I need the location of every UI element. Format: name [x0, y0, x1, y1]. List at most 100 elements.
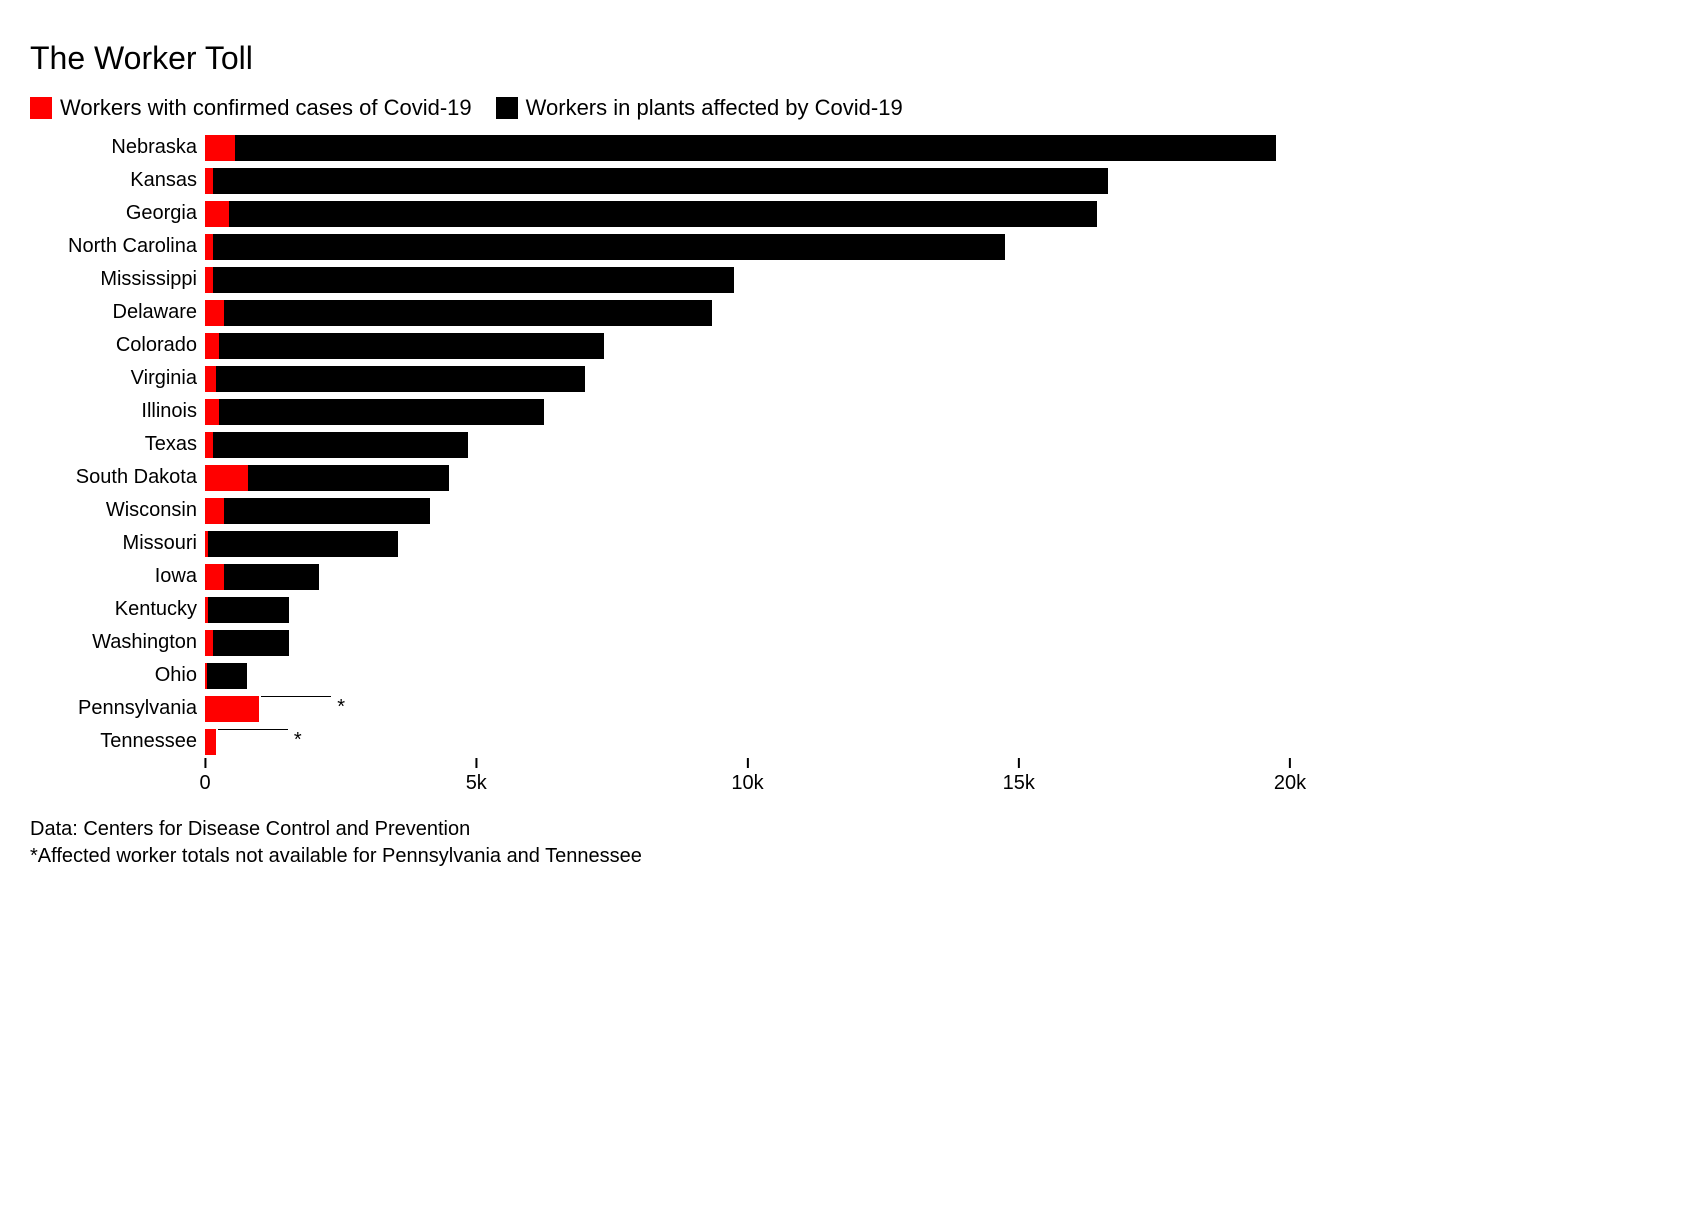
bar-affected [207, 663, 248, 689]
row-label: South Dakota [30, 466, 205, 489]
bar-row: Kentucky [30, 593, 1290, 626]
row-bars [205, 164, 1290, 197]
bar-affected [213, 630, 289, 656]
chart-container: The Worker Toll Workers with confirmed c… [30, 40, 1290, 870]
row-bars [205, 461, 1290, 494]
bar-affected [229, 201, 1097, 227]
bar-row: Delaware [30, 296, 1290, 329]
bar-confirmed [205, 696, 259, 722]
row-label: Illinois [30, 400, 205, 423]
tick-label: 5k [466, 772, 487, 795]
row-label: Nebraska [30, 136, 205, 159]
note-asterisk: * [294, 729, 302, 755]
bar-confirmed [205, 630, 213, 656]
bar-track [205, 597, 1290, 623]
row-bars [205, 131, 1290, 164]
bar-row: Nebraska [30, 131, 1290, 164]
bar-row: Virginia [30, 362, 1290, 395]
bar-confirmed [205, 333, 219, 359]
row-bars [205, 428, 1290, 461]
legend-label: Workers in plants affected by Covid-19 [526, 95, 903, 121]
bar-affected [224, 564, 319, 590]
bar-confirmed [205, 564, 224, 590]
bar-track [205, 300, 1290, 326]
bar-row: Georgia [30, 197, 1290, 230]
bar-track [205, 498, 1290, 524]
bar-affected [224, 498, 430, 524]
bar-affected [219, 333, 604, 359]
legend-label: Workers with confirmed cases of Covid-19 [60, 95, 472, 121]
bar-affected [224, 300, 712, 326]
bar-rows: Nebraska Kansas Georgia North Carolina Missi… [30, 131, 1290, 758]
bar-row: Washington [30, 626, 1290, 659]
row-label: Iowa [30, 565, 205, 588]
row-label: Virginia [30, 367, 205, 390]
bar-row: Kansas [30, 164, 1290, 197]
row-label: Mississippi [30, 268, 205, 291]
tick-label: 10k [731, 772, 763, 795]
legend-item: Workers in plants affected by Covid-19 [496, 95, 903, 121]
chart-footer: Data: Centers for Disease Control and Pr… [30, 816, 1290, 870]
tick-mark [747, 758, 749, 768]
row-bars: * [205, 725, 1290, 758]
bar-row: Texas [30, 428, 1290, 461]
row-label: Wisconsin [30, 499, 205, 522]
bar-track: * [205, 696, 1290, 722]
bar-row: Wisconsin [30, 494, 1290, 527]
tick-mark [204, 758, 206, 768]
row-label: Missouri [30, 532, 205, 555]
bar-track [205, 399, 1290, 425]
note-leader-line [218, 729, 288, 730]
row-bars [205, 593, 1290, 626]
row-bars [205, 395, 1290, 428]
legend-item: Workers with confirmed cases of Covid-19 [30, 95, 472, 121]
x-tick: 5k [466, 758, 487, 795]
row-label: North Carolina [30, 235, 205, 258]
bar-confirmed [205, 300, 224, 326]
bar-row: Colorado [30, 329, 1290, 362]
bar-row: Ohio [30, 659, 1290, 692]
row-label: Ohio [30, 664, 205, 687]
note-leader-line [261, 696, 331, 697]
row-bars: * [205, 692, 1290, 725]
bar-track [205, 663, 1290, 689]
tick-label: 0 [199, 772, 210, 795]
bar-confirmed [205, 366, 216, 392]
row-bars [205, 527, 1290, 560]
row-bars [205, 197, 1290, 230]
row-label: Delaware [30, 301, 205, 324]
row-bars [205, 560, 1290, 593]
x-tick: 10k [731, 758, 763, 795]
bar-confirmed [205, 168, 213, 194]
bar-confirmed [205, 498, 224, 524]
bar-confirmed [205, 729, 216, 755]
bar-track [205, 234, 1290, 260]
bar-row: Missouri [30, 527, 1290, 560]
tick-mark [1289, 758, 1291, 768]
row-label: Colorado [30, 334, 205, 357]
chart-title: The Worker Toll [30, 40, 1290, 77]
bar-affected [248, 465, 449, 491]
bar-confirmed [205, 267, 213, 293]
bar-track [205, 333, 1290, 359]
bar-track [205, 201, 1290, 227]
bar-row: Mississippi [30, 263, 1290, 296]
legend: Workers with confirmed cases of Covid-19… [30, 95, 1290, 121]
bar-confirmed [205, 465, 248, 491]
bar-row: Pennsylvania* [30, 692, 1290, 725]
bar-track [205, 630, 1290, 656]
bar-confirmed [205, 234, 213, 260]
bar-track: * [205, 729, 1290, 755]
x-tick: 15k [1003, 758, 1035, 795]
row-bars [205, 329, 1290, 362]
tick-mark [1018, 758, 1020, 768]
tick-label: 20k [1274, 772, 1306, 795]
bar-row: Illinois [30, 395, 1290, 428]
row-bars [205, 263, 1290, 296]
row-bars [205, 494, 1290, 527]
bar-row: Tennessee* [30, 725, 1290, 758]
row-label: Georgia [30, 202, 205, 225]
plot-area: Nebraska Kansas Georgia North Carolina Missi… [30, 131, 1290, 798]
bar-affected [213, 267, 734, 293]
tick-label: 15k [1003, 772, 1035, 795]
